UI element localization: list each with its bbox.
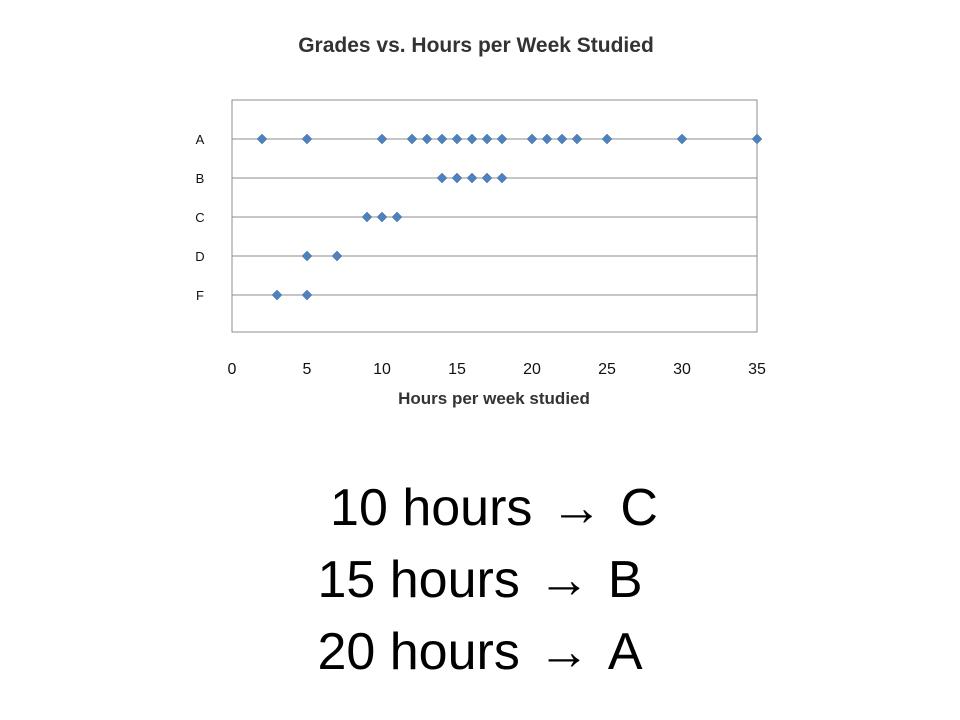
data-point [481,172,493,184]
caption-grade: A [607,623,643,681]
data-point [751,133,763,145]
data-point [451,172,463,184]
data-point [451,133,463,145]
data-point [496,133,508,145]
caption-hours: 10 hours [330,479,533,537]
chart-grid [231,99,758,333]
x-tick-label: 20 [523,361,541,378]
data-point [571,133,583,145]
data-point [301,133,313,145]
data-points [256,133,763,301]
caption-line-3: 20 hours → A [0,622,960,682]
data-point [361,211,373,223]
y-tick-label: C [195,210,204,225]
right-arrow-icon: → [550,479,603,537]
x-tick-label: 35 [748,361,766,378]
data-point [556,133,568,145]
data-point [676,133,688,145]
y-tick-labels: A B C D F [195,132,204,303]
data-point [526,133,538,145]
data-point [301,250,313,262]
y-tick-label: B [196,171,205,186]
x-tick-label: 10 [373,361,391,378]
plot-area-border [231,99,758,333]
y-tick-label: D [195,249,204,264]
scatter-chart: Grades vs. Hours per Week Studied ABCDF … [195,34,766,408]
data-point [301,289,313,301]
data-point [466,133,478,145]
data-point [331,250,343,262]
data-point [481,133,493,145]
caption-hours: 20 hours [317,623,520,681]
right-arrow-icon: → [537,551,590,609]
data-point [466,172,478,184]
x-tick-label: 0 [228,361,237,378]
x-tick-label: 5 [303,361,312,378]
data-point [601,133,613,145]
data-point [391,211,403,223]
data-point [271,289,283,301]
x-tick-label: 15 [448,361,466,378]
caption-grade: B [607,551,643,609]
data-point [541,133,553,145]
data-point [256,133,268,145]
chart-title: Grades vs. Hours per Week Studied [298,34,654,57]
y-tick-label: A [196,132,205,147]
data-point [436,172,448,184]
y-tick-label: F [196,288,204,303]
x-tick-label: 25 [598,361,616,378]
right-arrow-icon: → [537,623,590,681]
data-point [376,133,388,145]
caption-line-2: 15 hours → B [0,550,960,610]
data-point [496,172,508,184]
x-axis-title: Hours per week studied [398,389,590,408]
x-tick-label: 30 [673,361,691,378]
data-point [421,133,433,145]
caption-hours: 15 hours [317,551,520,609]
x-tick-labels: 0 5 10 15 20 25 30 35 [228,361,766,378]
data-point [406,133,418,145]
caption-grade: C [620,479,658,537]
data-point [436,133,448,145]
data-point [376,211,388,223]
caption-line-1: 10 hours → C [0,478,960,538]
